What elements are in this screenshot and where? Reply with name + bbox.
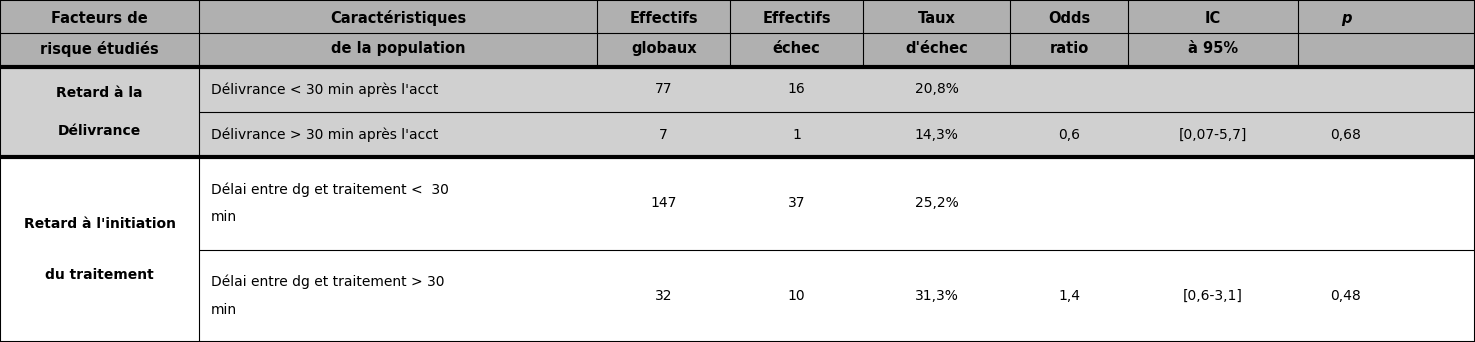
Text: p: p: [1341, 11, 1351, 26]
Text: 16: 16: [788, 82, 805, 96]
Text: de la population: de la population: [330, 41, 466, 56]
Text: IC: IC: [1205, 11, 1221, 26]
Text: 77: 77: [655, 82, 673, 96]
Text: 7: 7: [659, 128, 668, 142]
Text: Facteurs de: Facteurs de: [52, 11, 148, 26]
Text: Délai entre dg et traitement > 30: Délai entre dg et traitement > 30: [211, 275, 444, 289]
Text: 10: 10: [788, 289, 805, 303]
Text: ratio: ratio: [1050, 41, 1089, 56]
Text: échec: échec: [773, 41, 820, 56]
Text: Délai entre dg et traitement <  30: Délai entre dg et traitement < 30: [211, 183, 448, 197]
Text: 32: 32: [655, 289, 673, 303]
Text: Effectifs: Effectifs: [763, 11, 830, 26]
Text: min: min: [211, 210, 237, 224]
Text: min: min: [211, 303, 237, 316]
Text: 14,3%: 14,3%: [914, 128, 959, 142]
Text: 1,4: 1,4: [1059, 289, 1080, 303]
Text: 147: 147: [650, 197, 677, 210]
Text: [0,6-3,1]: [0,6-3,1]: [1183, 289, 1243, 303]
Text: du traitement: du traitement: [46, 268, 153, 282]
Text: Caractéristiques: Caractéristiques: [330, 10, 466, 26]
Text: globaux: globaux: [631, 41, 696, 56]
Text: Délivrance: Délivrance: [58, 124, 142, 138]
Text: 1: 1: [792, 128, 801, 142]
Text: Retard à l'initiation: Retard à l'initiation: [24, 217, 176, 231]
Text: 31,3%: 31,3%: [914, 289, 959, 303]
Bar: [0, 67, 1475, 157]
Text: Odds: Odds: [1049, 11, 1090, 26]
Bar: [0, 157, 1475, 342]
Text: 0,48: 0,48: [1330, 289, 1361, 303]
Text: Effectifs: Effectifs: [630, 11, 698, 26]
Text: à 95%: à 95%: [1189, 41, 1238, 56]
Text: 25,2%: 25,2%: [914, 197, 959, 210]
Text: d'échec: d'échec: [906, 41, 968, 56]
Text: risque étudiés: risque étudiés: [40, 41, 159, 57]
Text: 0,6: 0,6: [1059, 128, 1080, 142]
Text: Retard à la: Retard à la: [56, 86, 143, 100]
Text: 0,68: 0,68: [1330, 128, 1361, 142]
Text: 20,8%: 20,8%: [914, 82, 959, 96]
Text: 37: 37: [788, 197, 805, 210]
Text: Délivrance > 30 min après l'acct: Délivrance > 30 min après l'acct: [211, 128, 438, 142]
Bar: [0, 0, 1475, 67]
Text: Délivrance < 30 min après l'acct: Délivrance < 30 min après l'acct: [211, 82, 438, 96]
Text: [0,07-5,7]: [0,07-5,7]: [1179, 128, 1248, 142]
Text: Taux: Taux: [917, 11, 956, 26]
